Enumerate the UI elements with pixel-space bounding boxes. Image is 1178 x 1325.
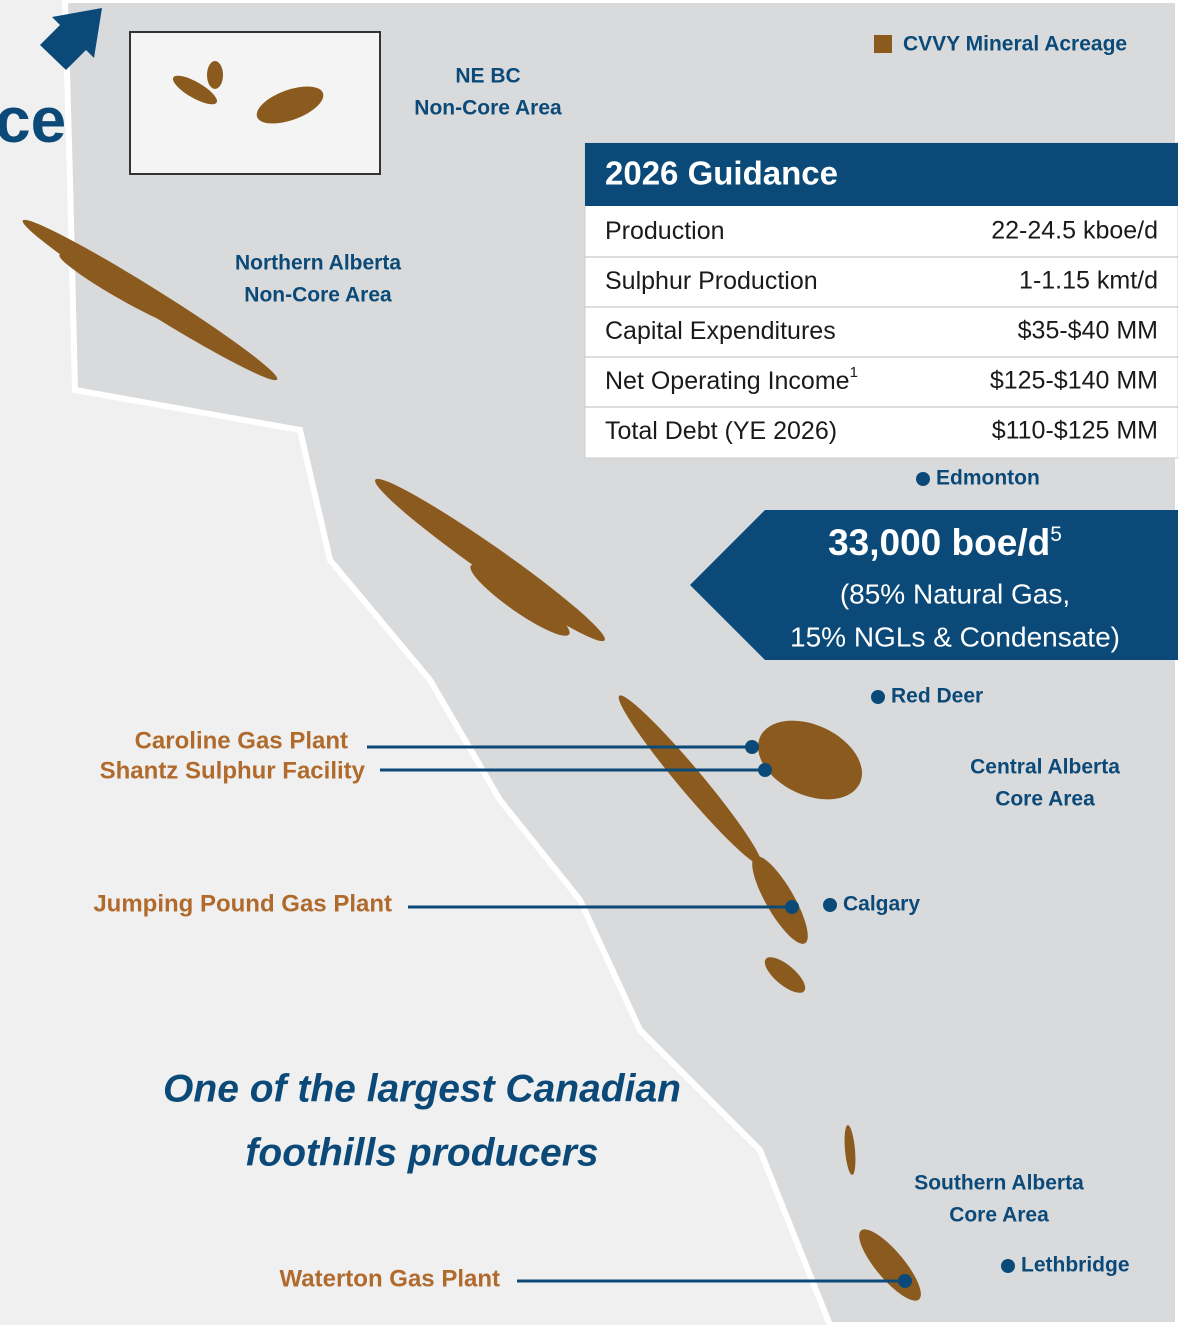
- city-label: Edmonton: [936, 467, 1040, 490]
- area-label: Northern Alberta: [235, 252, 401, 275]
- row-value: $110-$125 MM: [992, 417, 1158, 445]
- table-title: 2026 Guidance: [605, 155, 838, 192]
- row-label: Production: [605, 217, 725, 245]
- area-label: Core Area: [949, 1204, 1049, 1227]
- city-dot: [871, 690, 885, 704]
- row-label-text: Capital Expenditures: [605, 317, 836, 345]
- callout-line: (85% Natural Gas,: [840, 578, 1070, 609]
- facility-dot: [898, 1274, 912, 1288]
- tagline: One of the largest Canadian: [163, 1067, 681, 1110]
- row-label: Capital Expenditures: [605, 317, 836, 345]
- city-label: Lethbridge: [1021, 1254, 1130, 1277]
- row-label-text: Production: [605, 217, 725, 245]
- area-label: Core Area: [995, 788, 1095, 811]
- city-dot: [916, 472, 930, 486]
- facility-label: Shantz Sulphur Facility: [100, 757, 366, 784]
- table-header: [585, 143, 1178, 206]
- facility-label: Waterton Gas Plant: [280, 1265, 500, 1292]
- row-label: Sulphur Production: [605, 267, 818, 295]
- footnote: 1: [850, 364, 858, 381]
- facility-dot: [785, 900, 799, 914]
- arrow-icon: [40, 8, 102, 70]
- row-value: 22-24.5 kboe/d: [991, 217, 1158, 245]
- area-label: Non-Core Area: [244, 284, 392, 307]
- row-label-text: Sulphur Production: [605, 267, 818, 295]
- facility-dot: [745, 740, 759, 754]
- facility-label: Caroline Gas Plant: [135, 727, 348, 754]
- row-value: $35-$40 MM: [1018, 317, 1158, 345]
- city-dot: [1001, 1259, 1015, 1273]
- city-label: Red Deer: [891, 685, 983, 708]
- footnote: 5: [1050, 523, 1062, 546]
- row-value: 1-1.15 kmt/d: [1019, 267, 1158, 295]
- title-fragment: ce: [0, 84, 66, 156]
- production-callout: [690, 510, 1178, 660]
- headline-text: 33,000 boe/d: [828, 522, 1050, 563]
- facility-label: Jumping Pound Gas Plant: [93, 890, 392, 917]
- legend-label: CVVY Mineral Acreage: [903, 33, 1127, 56]
- city-dot: [823, 898, 837, 912]
- row-value: $125-$140 MM: [990, 367, 1158, 395]
- callout-line: 15% NGLs & Condensate): [790, 621, 1120, 652]
- area-label: Central Alberta: [970, 756, 1120, 779]
- inset-map: [129, 31, 381, 175]
- city-label: Calgary: [843, 893, 920, 916]
- row-label-text: Total Debt (YE 2026): [605, 417, 837, 445]
- area-label: Southern Alberta: [914, 1172, 1084, 1195]
- facility-dot: [758, 763, 772, 777]
- area-label: NE BC: [455, 65, 520, 88]
- row-label: Net Operating Income1: [605, 364, 858, 395]
- area-label: Non-Core Area: [414, 97, 562, 120]
- row-label: Total Debt (YE 2026): [605, 417, 837, 445]
- tagline: foothills producers: [245, 1131, 598, 1174]
- legend-swatch: [874, 35, 892, 53]
- row-label-text: Net Operating Income: [605, 367, 850, 395]
- acreage: [22, 61, 921, 1301]
- callout-headline: 33,000 boe/d5: [828, 522, 1062, 563]
